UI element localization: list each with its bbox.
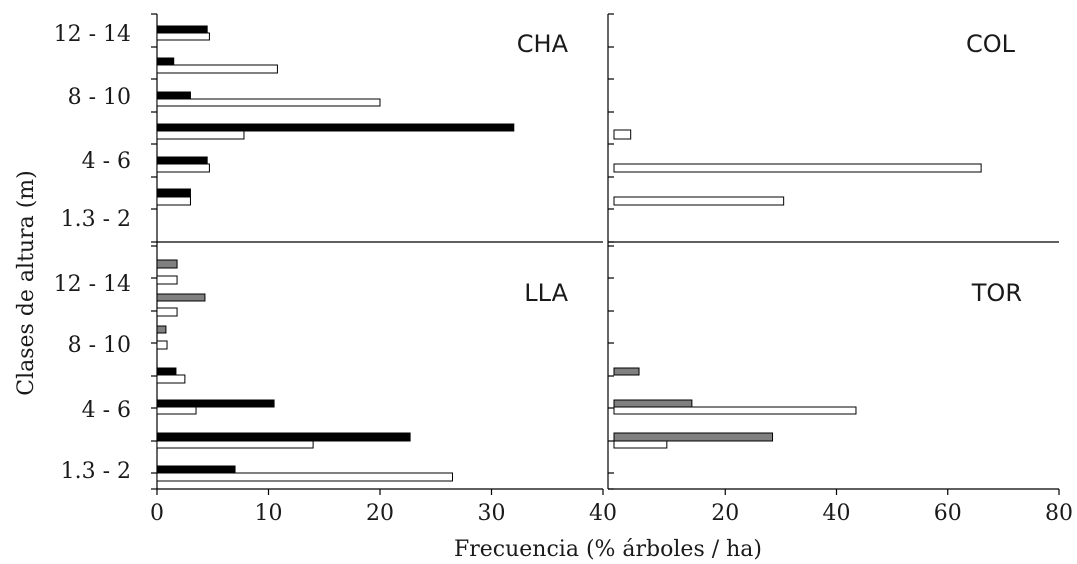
axes — [151, 13, 1060, 495]
bar-lla-white-6 — [156, 275, 178, 285]
bar-lla-black-1 — [156, 432, 411, 442]
panel-label-col: COL — [966, 30, 1016, 58]
y-tick-label-bottom-2: 8 - 10 — [68, 333, 131, 358]
x-tick-label-left-3: 30 — [478, 501, 506, 526]
bar-cha-white-1 — [156, 130, 245, 140]
bar-lla-gray-1 — [156, 293, 206, 302]
panel-tor: TOR — [971, 279, 1022, 307]
bar-tor-gray-0 — [613, 432, 774, 442]
bar-tor-gray-1 — [613, 399, 693, 408]
x-tick-label-left-2: 20 — [366, 501, 394, 526]
bar-lla-white-1 — [156, 440, 314, 449]
y-tick-label-bottom-0: 1.3 - 2 — [61, 459, 131, 484]
tick-labels: 0 10 20 30 40 20 40 60 80 1.3 - 2 1.3 - 2 4 - 6 4 - … — [54, 22, 1073, 526]
bar-cha-black-2 — [156, 91, 191, 100]
bar-lla-black-2 — [156, 399, 275, 408]
bar-tor-gray-2 — [613, 367, 640, 376]
bar-cha-black-4 — [156, 156, 208, 165]
bar-lla-black-0 — [156, 465, 236, 474]
bar-col-white-0 — [613, 129, 632, 140]
bar-cha-white-3 — [156, 64, 278, 74]
x-tick-label-left-1: 10 — [255, 501, 283, 526]
y-axis-label: Clases de altura (m) — [14, 170, 39, 396]
bar-cha-white-2 — [156, 98, 381, 107]
bar-lla-white-0 — [156, 472, 453, 482]
bar-col-white-1 — [613, 163, 982, 173]
bar-lla-white-2 — [156, 406, 197, 415]
x-tick-label-left-4: 40 — [589, 501, 617, 526]
bar-cha-white-6 — [156, 32, 210, 41]
bar-cha-black-0 — [156, 188, 191, 198]
panel-label-lla: LLA — [524, 279, 568, 307]
x-axis-label: Frecuencia (% árboles / ha) — [454, 537, 762, 562]
y-tick-label-top-2: 8 - 10 — [68, 85, 131, 110]
panel-label-cha: CHA — [517, 30, 569, 58]
bar-cha-black-6 — [156, 25, 208, 34]
x-tick-label-right-1: 40 — [823, 501, 851, 526]
x-tick-label-right-2: 60 — [934, 501, 962, 526]
panel-col: COL — [966, 30, 1016, 58]
y-tick-label-top-1: 4 - 6 — [82, 149, 131, 174]
x-tick-label-left-0: 0 — [150, 501, 164, 526]
y-tick-label-bottom-1: 4 - 6 — [82, 398, 131, 423]
bars — [156, 25, 982, 482]
bar-lla-black-3 — [156, 367, 177, 376]
x-tick-label-right-3: 80 — [1045, 501, 1073, 526]
y-tick-label-top-3: 12 - 14 — [54, 22, 131, 47]
bar-lla-gray-0 — [156, 325, 167, 334]
panel-cha: CHA — [517, 30, 569, 58]
bar-cha-white-4 — [156, 163, 210, 173]
bar-cha-black-3 — [156, 57, 175, 66]
bar-lla-white-4 — [156, 340, 168, 350]
bar-tor-white-0 — [613, 440, 668, 449]
bar-cha-white-5 — [156, 196, 191, 206]
panel-lla: LLA — [524, 279, 568, 307]
y-tick-label-bottom-3: 12 - 14 — [54, 272, 131, 297]
panel-label-tor: TOR — [971, 279, 1022, 307]
x-tick-label-right-0: 20 — [711, 501, 739, 526]
bar-lla-white-3 — [156, 374, 186, 384]
bar-cha-black-1 — [156, 123, 515, 132]
y-tick-label-top-0: 1.3 - 2 — [61, 207, 131, 232]
bar-lla-white-5 — [156, 307, 178, 317]
bar-lla-gray-2 — [156, 259, 178, 269]
bar-col-white-2 — [613, 196, 785, 206]
bar-tor-white-1 — [613, 406, 857, 415]
